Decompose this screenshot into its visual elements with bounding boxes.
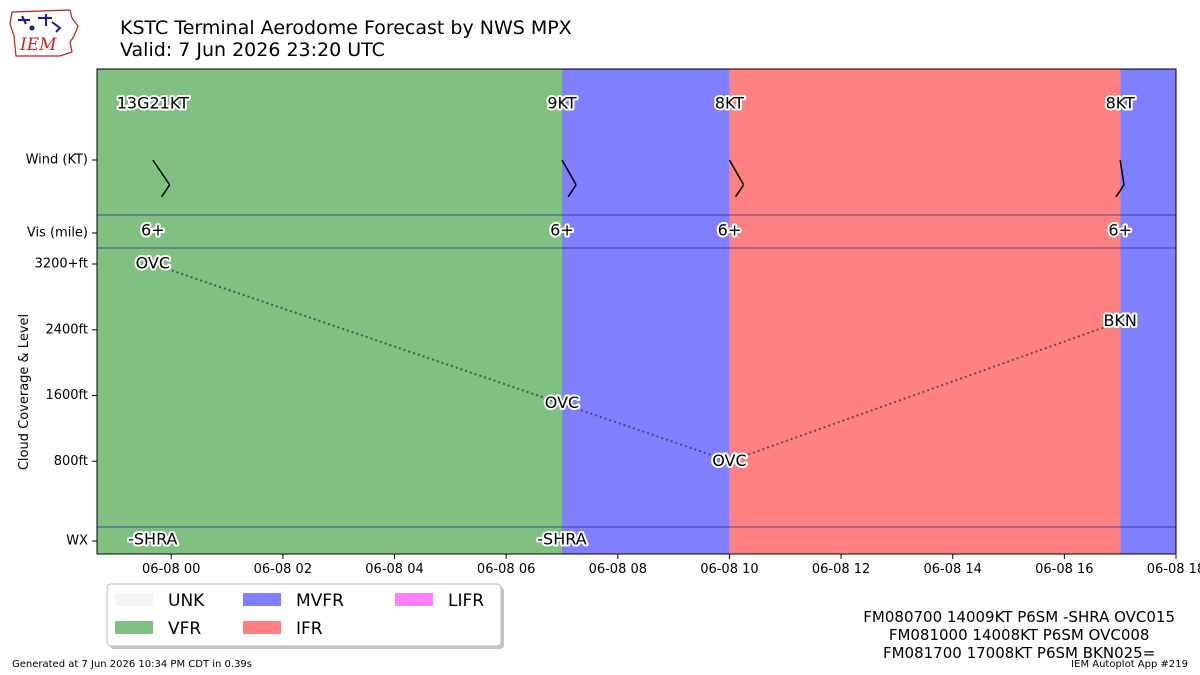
- wind-speed-label: 8KT: [1106, 94, 1135, 113]
- weather-label: -SHRA: [537, 530, 586, 549]
- taf-line: FM081700 17008KT P6SM BKN025=: [882, 644, 1156, 662]
- iem-logo: IEM: [8, 6, 80, 62]
- wind-speed-label: 13G21KT: [117, 94, 189, 113]
- taf-line: FM080700 14009KT P6SM -SHRA OVC015: [863, 608, 1175, 626]
- legend-label-mvfr: MVFR: [296, 591, 344, 611]
- visibility-label: 6+: [1108, 221, 1132, 240]
- y-tick-label: Vis (mile): [27, 226, 88, 241]
- x-tick-label: 06-08 16: [1035, 562, 1093, 577]
- legend-label-vfr: VFR: [168, 619, 201, 639]
- category-span-vfr: [97, 69, 562, 554]
- visibility-label: 6+: [550, 221, 574, 240]
- y-axis-label: Cloud Coverage & Level: [17, 314, 32, 470]
- wind-barb-flag: [161, 184, 171, 198]
- y-tick-label: 2400ft: [45, 322, 88, 337]
- taf-line: FM081000 14008KT P6SM OVC008: [888, 626, 1150, 644]
- generated-footer: Generated at 7 Jun 2026 10:34 PM CDT in …: [12, 659, 253, 670]
- legend-label-unk: UNK: [168, 591, 205, 611]
- legend-label-ifr: IFR: [296, 619, 323, 639]
- x-tick-label: 06-08 12: [812, 562, 870, 577]
- x-tick-label: 06-08 04: [365, 562, 423, 577]
- svg-text:IEM: IEM: [19, 35, 57, 55]
- app-footer: IEM Autoplot App #219: [1071, 659, 1188, 670]
- legend-swatch-vfr: [115, 621, 153, 634]
- plot-frame: [96, 68, 1177, 555]
- chart-title: KSTC Terminal Aerodome Forecast by NWS M…: [120, 17, 572, 39]
- y-tick-label: 3200+ft: [35, 257, 88, 272]
- taf-text-block: FM080700 14009KT P6SM -SHRA OVC015 FM081…: [863, 608, 1175, 662]
- category-span-mvfr: [561, 69, 730, 554]
- wind-barb-flag: [567, 184, 577, 198]
- x-tick-label: 06-08 06: [477, 562, 535, 577]
- wind-barb-flag: [1115, 184, 1125, 198]
- category-span-ifr: [729, 69, 1121, 554]
- x-tick-label: 06-08 00: [142, 562, 200, 577]
- wind-barb-staff: [728, 159, 745, 186]
- y-tick-label: 800ft: [54, 454, 88, 469]
- legend-swatch-unk: [115, 593, 153, 606]
- wind-barb-staff: [1119, 159, 1125, 185]
- visibility-label: 6+: [141, 221, 165, 240]
- legend-swatch-mvfr: [243, 593, 281, 606]
- y-tick-label: 1600ft: [45, 388, 88, 403]
- wind-barb-staff: [152, 159, 171, 186]
- cloud-coverage-label: OVC: [545, 393, 579, 412]
- cloud-coverage-label: OVC: [712, 451, 746, 470]
- wind-speed-label: 9KT: [547, 94, 576, 113]
- y-tick-label: Wind (KT): [26, 153, 88, 168]
- category-span-mvfr: [1120, 69, 1176, 554]
- legend-swatch-lifr: [395, 593, 433, 606]
- cloud-level-line: [152, 263, 563, 405]
- x-tick-label: 06-08 14: [923, 562, 981, 577]
- weather-label: -SHRA: [128, 530, 177, 549]
- y-tick-label: WX: [66, 534, 88, 549]
- visibility-label: 6+: [718, 221, 742, 240]
- x-tick-label: 06-08 10: [700, 562, 758, 577]
- x-tick-label: 06-08 08: [589, 562, 647, 577]
- legend-label-lifr: LIFR: [448, 591, 484, 611]
- x-tick-label: 06-08 18: [1147, 562, 1200, 577]
- x-tick-label: 06-08 02: [254, 562, 312, 577]
- cloud-coverage-label: OVC: [136, 254, 170, 273]
- wind-barb-staff: [561, 159, 577, 186]
- cloud-coverage-label: BKN: [1103, 311, 1136, 330]
- legend-swatch-ifr: [243, 621, 281, 634]
- cloud-level-line: [729, 320, 1121, 463]
- wind-speed-label: 8KT: [715, 94, 744, 113]
- chart-subtitle: Valid: 7 Jun 2026 23:20 UTC: [120, 39, 385, 61]
- wind-barb-flag: [734, 184, 745, 198]
